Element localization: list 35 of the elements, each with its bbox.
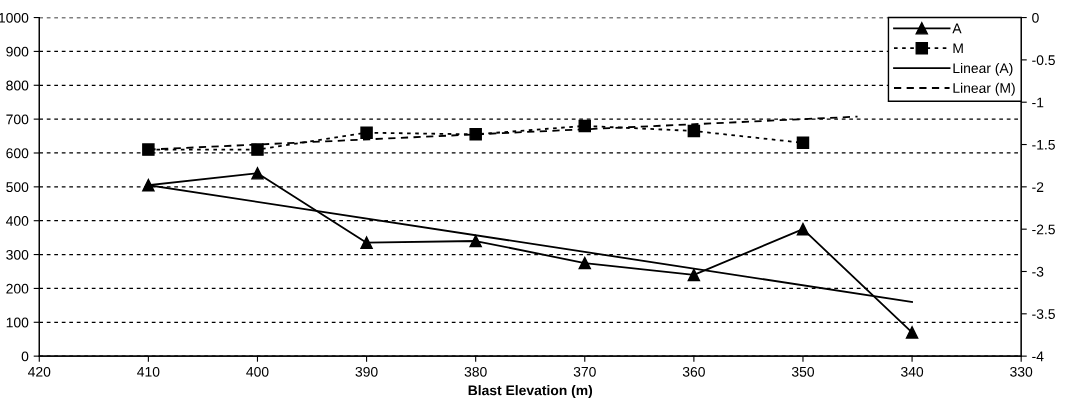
x-tick-label: 400	[246, 366, 269, 377]
y-tick-label: 700	[6, 114, 29, 125]
y-tick-label: 200	[6, 283, 29, 294]
y-tick-label: 0	[21, 351, 29, 362]
x-tick-label: 360	[682, 366, 705, 377]
y2-tick-label: -2	[1032, 182, 1044, 192]
legend-label: A	[952, 23, 962, 34]
y-tick-label: 600	[6, 148, 29, 159]
y2-tick-label: -0.5	[1032, 55, 1055, 66]
x-tick-label: 380	[464, 366, 487, 377]
y-tick-label: 300	[6, 249, 29, 260]
x-tick-label: 330	[1010, 366, 1033, 377]
legend-label: M	[953, 43, 963, 54]
x-tick-label: 370	[573, 366, 596, 377]
y2-tick-label: -3	[1032, 266, 1044, 277]
y-tick-label: 1000	[0, 12, 29, 23]
x-tick-label: 350	[791, 366, 815, 377]
x-axis-title: Blast Elevation (m)	[468, 385, 593, 398]
y2-tick-label: -4	[1032, 351, 1044, 362]
y2-tick-label: -1	[1032, 97, 1044, 108]
y-tick-label: 400	[6, 216, 29, 226]
y2-tick-label: -3.5	[1032, 309, 1055, 319]
y-tick-label: 900	[6, 46, 29, 57]
x-tick-label: 410	[137, 366, 160, 377]
y2-tick-label: -2.5	[1032, 224, 1055, 235]
y-tick-label: 800	[6, 80, 29, 91]
legend-label: Linear (M)	[953, 82, 1015, 96]
legend-label: Linear (A)	[953, 62, 1013, 76]
x-tick-label: 420	[28, 366, 51, 377]
y2-tick-label: 0	[1032, 12, 1039, 23]
y2-tick-label: -1.5	[1032, 140, 1055, 150]
x-tick-label: 390	[355, 366, 378, 377]
x-tick-label: 340	[901, 366, 924, 377]
y-tick-label: 100	[6, 317, 29, 328]
y-tick-label: 500	[6, 182, 29, 193]
